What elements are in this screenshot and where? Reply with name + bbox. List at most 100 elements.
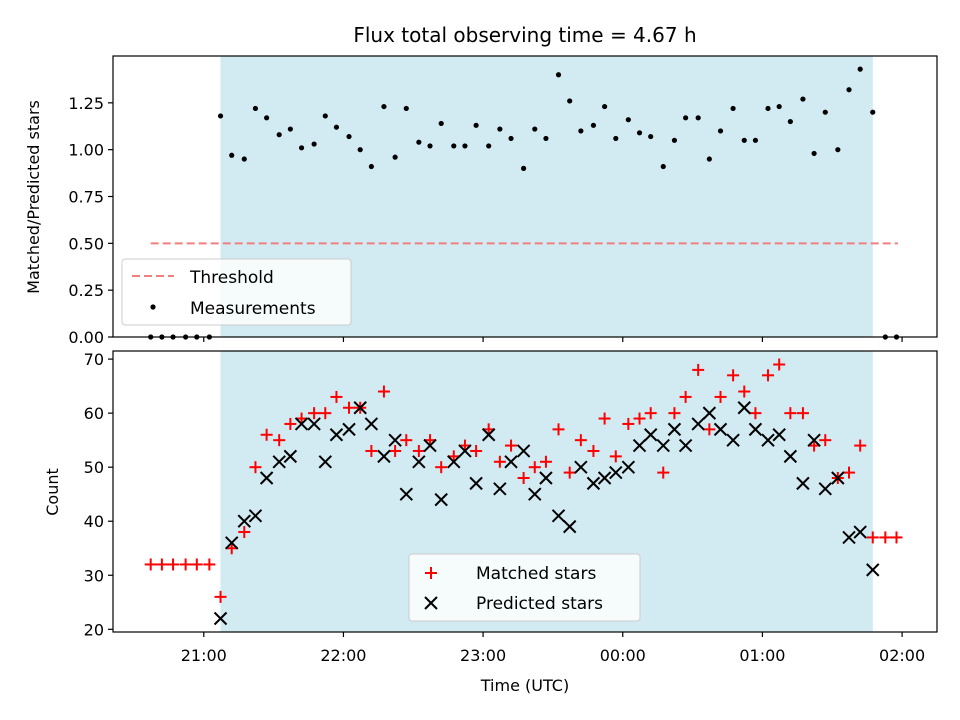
chart-title: Flux total observing time = 4.67 h bbox=[353, 23, 696, 47]
predicted-star-point bbox=[726, 433, 740, 447]
predicted-star-point bbox=[388, 433, 402, 447]
measurement-point bbox=[567, 98, 573, 104]
matched-star-point bbox=[692, 363, 705, 376]
predicted-star-point bbox=[807, 433, 821, 447]
predicted-star-point bbox=[399, 487, 413, 501]
count-y-tick-label: 40 bbox=[84, 512, 104, 531]
matched-star-point bbox=[784, 407, 797, 420]
measurement-point bbox=[252, 105, 259, 112]
measurement-point bbox=[462, 143, 468, 149]
measurement-point bbox=[870, 109, 876, 115]
measurement-point bbox=[322, 113, 328, 119]
ratio-y-ticks: 0.00 0.25 0.50 0.75 1.00 1.25 bbox=[68, 94, 113, 347]
predicted-star-point bbox=[259, 471, 274, 485]
measurement-point bbox=[497, 126, 503, 132]
x-tick-label: 23:00 bbox=[460, 646, 506, 665]
matched-star-point bbox=[167, 558, 180, 571]
predicted-star-point bbox=[691, 417, 705, 431]
matched-star-point bbox=[249, 461, 262, 474]
predicted-star-point bbox=[586, 476, 601, 491]
predicted-star-point bbox=[574, 460, 588, 474]
matched-star-point bbox=[273, 434, 286, 447]
measurement-point bbox=[438, 120, 444, 127]
matched-star-point bbox=[308, 407, 321, 420]
matched-star-point bbox=[633, 412, 646, 425]
count-y-axis-label: Count bbox=[43, 468, 62, 516]
predicted-star-point bbox=[866, 563, 880, 577]
predicted-star-point bbox=[412, 455, 426, 469]
ratio-axes-frame bbox=[112, 55, 938, 338]
predicted-star-point bbox=[656, 438, 670, 453]
ratio-legend-box bbox=[121, 258, 352, 326]
x-axis-label: Time (UTC) bbox=[480, 676, 569, 695]
matched-star-point bbox=[330, 390, 343, 403]
predicted-star-point bbox=[562, 519, 577, 534]
predicted-star-point bbox=[597, 471, 612, 485]
matched-star-point bbox=[843, 466, 856, 479]
measurement-point bbox=[590, 122, 597, 128]
measurement-point bbox=[298, 145, 305, 151]
predicted-star-point bbox=[237, 514, 251, 528]
predicted-star-point bbox=[831, 471, 845, 485]
predicted-star-point bbox=[248, 509, 263, 523]
predicted-star-point bbox=[272, 455, 286, 469]
ratio-y-tick-label: 1.00 bbox=[68, 141, 104, 160]
predicted-star-point bbox=[853, 525, 867, 539]
measurement-point bbox=[486, 143, 492, 149]
matched-star-point bbox=[552, 423, 565, 436]
predicted-star-point bbox=[737, 401, 751, 415]
measurement-point bbox=[229, 152, 235, 158]
count-y-tick-label: 20 bbox=[84, 620, 104, 639]
count-y-tick-label: 30 bbox=[84, 566, 104, 585]
measurement-point bbox=[765, 105, 771, 112]
measurement-point bbox=[276, 132, 282, 138]
matched-star-point bbox=[144, 558, 157, 571]
ratio-y-tick-label: 0.25 bbox=[68, 281, 104, 300]
matched-star-point bbox=[412, 444, 425, 457]
predicted-star-point bbox=[702, 406, 717, 420]
matched-star-point bbox=[762, 369, 775, 382]
predicted-star-point bbox=[307, 417, 321, 431]
matched-star-point bbox=[866, 531, 879, 544]
matched-star-point bbox=[203, 558, 216, 571]
predicted-star-point bbox=[772, 428, 786, 442]
legend-measurements-label: Measurements bbox=[190, 299, 316, 319]
measurement-point bbox=[602, 103, 608, 110]
ratio-x-ticks bbox=[203, 337, 903, 342]
measurement-point bbox=[392, 154, 398, 160]
predicted-star-point bbox=[353, 401, 367, 415]
measurement-point bbox=[787, 118, 793, 125]
matched-star-point bbox=[214, 590, 227, 603]
matched-star-point bbox=[470, 444, 483, 457]
count-y-ticks: 20 30 40 50 60 70 bbox=[84, 350, 113, 639]
measurement-point bbox=[555, 72, 562, 78]
predicted-star-point bbox=[748, 422, 763, 437]
predicted-star-point bbox=[423, 438, 437, 453]
matched-star-point bbox=[587, 444, 600, 457]
matched-star-point bbox=[539, 455, 552, 468]
predicted-star-points bbox=[213, 401, 880, 626]
predicted-star-point bbox=[528, 487, 542, 501]
matched-star-point bbox=[238, 526, 251, 539]
matched-star-point bbox=[598, 412, 611, 425]
count-y-tick-label: 60 bbox=[84, 404, 104, 423]
count-x-ticks: 21:00 22:00 23:00 00:00 01:00 02:00 bbox=[181, 632, 925, 665]
matched-star-point bbox=[890, 531, 903, 544]
measurement-point bbox=[311, 141, 317, 147]
matched-star-point bbox=[400, 434, 413, 447]
matched-star-point bbox=[679, 390, 692, 403]
measurement-point bbox=[264, 115, 270, 121]
matched-star-point bbox=[622, 417, 635, 430]
matched-star-point bbox=[528, 461, 541, 474]
matched-star-point bbox=[657, 466, 670, 479]
measurement-point bbox=[357, 147, 363, 153]
predicted-star-point bbox=[504, 455, 518, 469]
predicted-star-point bbox=[667, 422, 682, 437]
ratio-y-tick-label: 0.50 bbox=[68, 234, 104, 253]
matched-star-point bbox=[773, 358, 786, 371]
measurement-point bbox=[800, 96, 806, 102]
count-axes-frame bbox=[112, 350, 938, 633]
measurement-point bbox=[416, 139, 422, 145]
measurement-point bbox=[287, 126, 293, 132]
matched-star-point bbox=[727, 369, 740, 382]
